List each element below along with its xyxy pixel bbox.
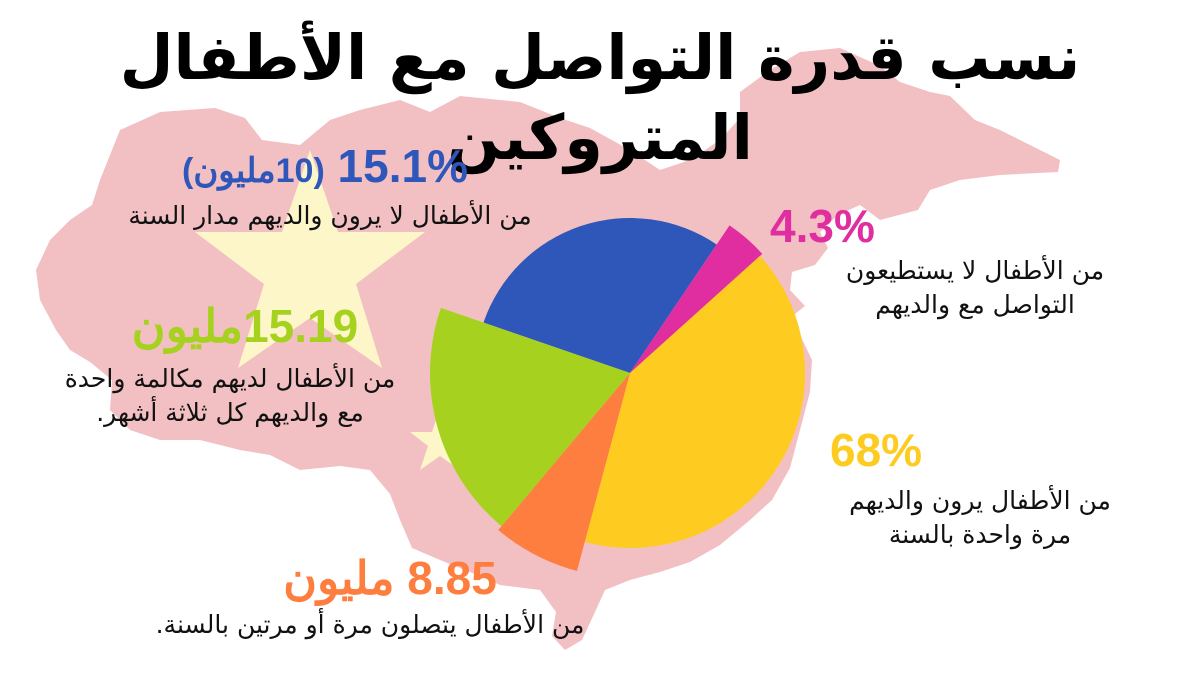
- pie-slice-blue: [483, 217, 717, 373]
- page-title: نسب قدرة التواصل مع الأطفال المتروكين: [119, 21, 1081, 174]
- orange-description: من الأطفال يتصلون مرة أو مرتين بالسنة.: [155, 610, 585, 639]
- blue-extra: (10مليون): [182, 152, 325, 190]
- pink-value: 4.3%: [770, 200, 875, 252]
- callout-green: 15.19مليون من الأطفال لديهم مكالمة واحدة…: [20, 300, 440, 430]
- flag-star-large-icon: [195, 150, 425, 368]
- callout-orange: 8.85 مليون من الأطفال يتصلون مرة أو مرتي…: [100, 552, 640, 642]
- callout-blue: 15.1% (10مليون) من الأطفال لا يرون والدي…: [80, 140, 580, 233]
- pie-slice-yellow: [584, 255, 805, 549]
- green-description-line-2: مع والديهم كل ثلاثة أشهر.: [96, 398, 364, 427]
- green-description-line-1: من الأطفال لديهم مكالمة واحدة: [64, 364, 396, 393]
- pink-description-line-1: من الأطفال لا يستطيعون: [845, 256, 1105, 285]
- pink-description-line-2: التواصل مع والديهم: [875, 290, 1075, 319]
- pie-slice-green: [430, 307, 630, 527]
- blue-value: 15.1%: [337, 140, 468, 192]
- yellow-description-line-1: من الأطفال يرون والديهم: [849, 486, 1111, 515]
- pie-slice-orange: [498, 373, 630, 572]
- pie-slice-pink: [630, 225, 763, 373]
- yellow-description-line-2: مرة واحدة بالسنة: [888, 520, 1072, 549]
- blue-description: من الأطفال لا يرون والديهم مدار السنة: [128, 201, 532, 230]
- blue-value-line: 15.1% (10مليون): [80, 140, 580, 197]
- callout-yellow: 68% من الأطفال يرون والديهم مرة واحدة با…: [790, 424, 1170, 552]
- green-value: 15.19مليون: [131, 300, 359, 352]
- callout-pink: 4.3% من الأطفال لا يستطيعون التواصل مع و…: [770, 200, 1180, 322]
- yellow-value: 68%: [830, 424, 923, 476]
- flag-star-small-icon: [410, 408, 470, 470]
- orange-value: 8.85 مليون: [283, 552, 497, 604]
